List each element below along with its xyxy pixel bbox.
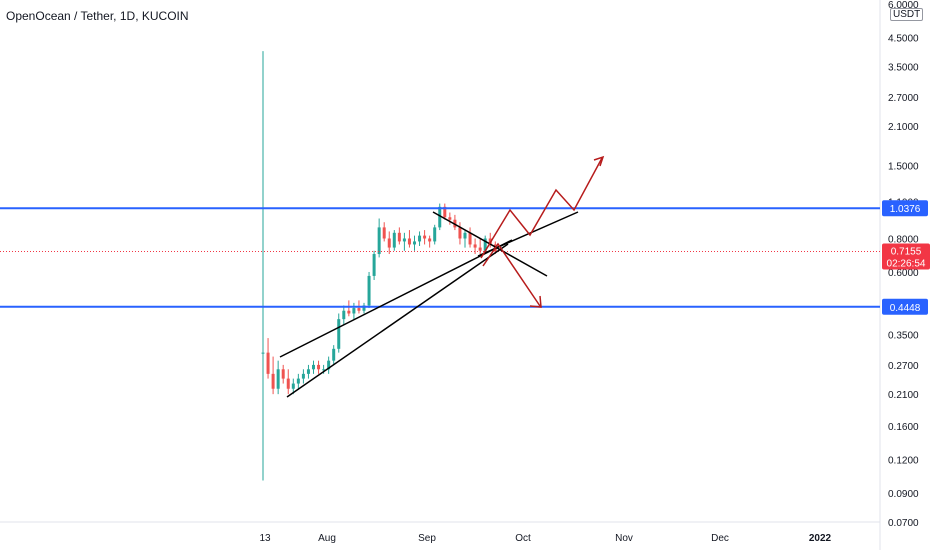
price-tick-label: 2.7000 xyxy=(888,93,919,104)
level-price-label: 1.0376 xyxy=(890,204,921,215)
candle-body xyxy=(423,235,427,239)
candle-body xyxy=(347,310,351,314)
candle-body xyxy=(337,319,341,349)
price-tick-label: 2.1000 xyxy=(888,122,919,133)
arrow-head-down xyxy=(529,295,542,308)
candle-body xyxy=(281,369,285,379)
chart-title: OpenOcean / Tether, 1D, KUCOIN xyxy=(6,9,189,23)
candle-body xyxy=(397,232,401,242)
candle-body xyxy=(342,310,346,320)
candle-body xyxy=(483,238,487,251)
level-price-tag xyxy=(882,298,928,315)
candle-body xyxy=(296,378,300,384)
bar-countdown-label: 02:26:54 xyxy=(887,258,926,269)
candle-body xyxy=(276,369,280,389)
trendline-drawing[interactable] xyxy=(286,243,509,398)
price-tick-label: 0.6000 xyxy=(888,268,919,279)
candle-body xyxy=(428,238,432,242)
candle-body xyxy=(413,241,416,245)
level-price-tag xyxy=(882,200,928,217)
candle-body xyxy=(463,232,467,239)
time-tick-label: Aug xyxy=(318,533,336,544)
bearish-projection-arrow[interactable] xyxy=(482,242,541,307)
price-tick-label: 0.2700 xyxy=(888,361,919,372)
price-tick-label: 1.5000 xyxy=(888,161,919,172)
candle-body xyxy=(357,308,361,311)
time-tick-label: Oct xyxy=(515,533,531,544)
price-tick-label: 0.2100 xyxy=(888,390,919,401)
candle-body xyxy=(322,369,326,371)
candle-body xyxy=(312,364,315,370)
price-tick-label: 0.3500 xyxy=(888,331,919,342)
level-price-label: 0.4448 xyxy=(890,303,921,314)
candle-body xyxy=(332,348,336,361)
candle-body xyxy=(372,254,376,276)
trendline-drawing[interactable] xyxy=(279,239,513,358)
candle-body xyxy=(377,227,381,255)
candle-body xyxy=(327,360,331,370)
time-tick-label: Dec xyxy=(711,533,729,544)
candle-body xyxy=(402,238,406,242)
candle-body xyxy=(266,352,270,374)
price-tick-label: 6.0000 xyxy=(888,0,919,11)
candle-body xyxy=(468,232,472,245)
candle-body xyxy=(407,238,411,245)
candle-body xyxy=(306,369,310,374)
price-tick-label: 3.5000 xyxy=(888,63,919,74)
candle-body xyxy=(387,238,391,248)
candle-body xyxy=(291,383,295,389)
candle-body xyxy=(473,244,477,248)
last-price-tag xyxy=(882,243,930,270)
candle-body xyxy=(433,227,437,242)
price-tick-label: 0.0900 xyxy=(888,489,919,500)
bullish-projection-arrow[interactable] xyxy=(480,157,603,259)
candle-body xyxy=(362,305,366,311)
candle-body xyxy=(392,232,396,248)
candle-body xyxy=(271,373,275,389)
price-tick-label: 4.5000 xyxy=(888,33,919,44)
candle-body xyxy=(458,227,462,239)
candle-body xyxy=(443,206,447,218)
time-tick-label: 13 xyxy=(259,533,271,544)
arrow-head-up xyxy=(593,155,605,167)
price-tick-label: 0.1600 xyxy=(888,422,919,433)
time-tick-label: 2022 xyxy=(809,533,832,544)
time-tick-label: Nov xyxy=(615,533,633,544)
candle-body xyxy=(448,217,452,220)
candle-body xyxy=(367,275,371,306)
candle-body xyxy=(317,364,321,370)
candle-body xyxy=(301,373,305,379)
time-tick-label: Sep xyxy=(418,533,436,544)
last-price-label: 0.7155 xyxy=(891,246,922,257)
price-tick-label: 0.8000 xyxy=(888,234,919,245)
candle-body xyxy=(478,247,482,251)
candle-body xyxy=(286,378,290,389)
candle-body xyxy=(261,352,265,354)
currency-selector[interactable]: USDT xyxy=(890,8,924,21)
candle-body xyxy=(418,235,422,242)
candle-body xyxy=(382,227,386,239)
candle-body xyxy=(352,308,356,314)
price-tick-label: 0.0700 xyxy=(888,518,919,529)
candle-body xyxy=(438,206,442,228)
price-tick-label: 0.1200 xyxy=(888,455,919,466)
trendline-drawing[interactable] xyxy=(477,211,579,257)
